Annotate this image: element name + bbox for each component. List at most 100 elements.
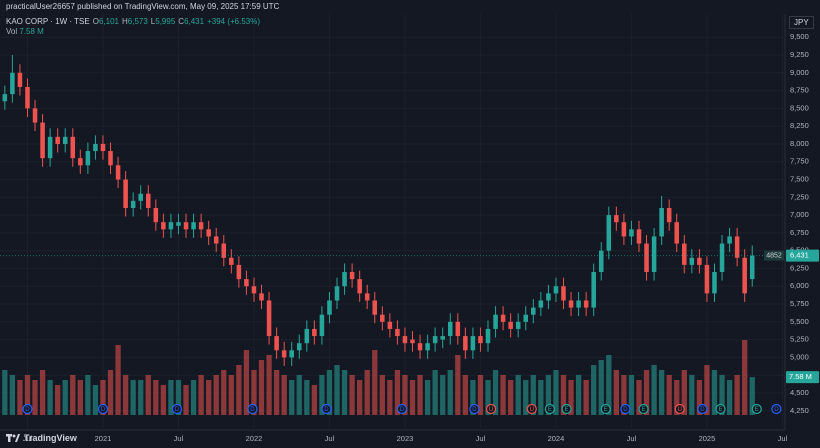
candle-body bbox=[380, 314, 385, 322]
candle-body bbox=[153, 207, 159, 223]
ohlc-value: 6,573 bbox=[127, 17, 148, 26]
volume-bar bbox=[643, 370, 650, 415]
volume-bar bbox=[168, 380, 174, 415]
event-marker[interactable] bbox=[638, 403, 649, 415]
candle-body bbox=[568, 300, 574, 308]
volume-bar bbox=[749, 377, 755, 415]
candle-body bbox=[244, 279, 249, 287]
ohlc-item: L5,995 bbox=[151, 17, 175, 26]
candle-body bbox=[327, 300, 332, 315]
y-tick-label: 9,500 bbox=[790, 32, 809, 41]
volume-bar bbox=[32, 380, 38, 415]
y-tick-label: 6,250 bbox=[790, 263, 809, 272]
candle-body bbox=[161, 222, 166, 230]
y-tick-label: 7,750 bbox=[790, 157, 809, 166]
x-tick-label: 2024 bbox=[548, 434, 565, 443]
volume-bar bbox=[379, 375, 385, 415]
candle-body bbox=[364, 293, 370, 301]
event-marker[interactable] bbox=[600, 403, 611, 415]
candle-body bbox=[289, 350, 294, 358]
y-tick-label: 6,000 bbox=[790, 281, 809, 290]
volume-bar bbox=[206, 380, 212, 415]
candle-body bbox=[606, 215, 612, 251]
x-tick-label: Jul bbox=[174, 434, 184, 443]
volume-bar bbox=[591, 365, 597, 415]
volume-bar bbox=[545, 375, 552, 415]
volume-bar bbox=[726, 380, 733, 415]
candle-body bbox=[130, 200, 136, 208]
event-marker[interactable] bbox=[485, 403, 497, 415]
candle-body bbox=[470, 336, 476, 351]
volume-bar bbox=[17, 380, 23, 415]
event-marker[interactable] bbox=[715, 403, 726, 415]
candle-body bbox=[538, 300, 544, 308]
event-marker[interactable] bbox=[469, 403, 480, 415]
volume-bar bbox=[357, 380, 363, 415]
x-tick-label: Jul bbox=[476, 434, 486, 443]
currency[interactable]: JPY bbox=[789, 16, 814, 29]
x-tick-label: Jul bbox=[325, 434, 335, 443]
candle-body bbox=[410, 339, 415, 344]
x-tick-label: Jul bbox=[23, 434, 33, 443]
candle-body bbox=[697, 257, 702, 265]
volume-bar bbox=[560, 375, 567, 415]
candle-body bbox=[229, 257, 234, 265]
candle-body bbox=[108, 151, 113, 166]
event-marker[interactable] bbox=[771, 403, 782, 415]
brand: TradingView bbox=[24, 433, 77, 443]
candle-body bbox=[500, 314, 506, 322]
price-tag: 6,431 bbox=[790, 251, 809, 260]
volume-bar bbox=[77, 380, 83, 415]
volume-bar bbox=[24, 375, 31, 415]
event-marker[interactable] bbox=[247, 403, 258, 415]
candle-body bbox=[689, 257, 695, 265]
candle-body bbox=[447, 321, 453, 337]
candle-body bbox=[296, 343, 302, 351]
candle-body bbox=[266, 300, 272, 337]
candle-body bbox=[704, 264, 710, 294]
volume-bar bbox=[704, 365, 710, 415]
event-marker[interactable] bbox=[321, 403, 332, 415]
candle-body bbox=[493, 314, 498, 329]
y-tick-label: 8,750 bbox=[790, 86, 809, 95]
candle-body bbox=[349, 272, 355, 280]
event-marker[interactable] bbox=[561, 403, 572, 415]
candle-body bbox=[304, 328, 310, 344]
volume-bar bbox=[243, 350, 250, 415]
event-marker[interactable] bbox=[171, 403, 183, 415]
volume-bar bbox=[455, 355, 461, 415]
ohlc-label: O bbox=[92, 17, 99, 26]
event-marker[interactable] bbox=[751, 403, 762, 415]
volume-bar bbox=[485, 380, 491, 415]
volume-bar bbox=[62, 380, 68, 415]
volume-bar bbox=[417, 375, 423, 415]
candle-body bbox=[213, 236, 219, 244]
event-marker[interactable] bbox=[22, 403, 33, 415]
candle-body bbox=[666, 207, 672, 223]
y-tick-label: 5,750 bbox=[790, 299, 809, 308]
volume-bar bbox=[387, 380, 393, 415]
volume-tag-box bbox=[786, 371, 819, 384]
volume-bar bbox=[734, 375, 740, 415]
volume-bar bbox=[138, 380, 144, 415]
volume-bar bbox=[221, 370, 227, 415]
candle-body bbox=[440, 336, 445, 340]
event-marker[interactable] bbox=[620, 403, 631, 415]
volume-bar bbox=[281, 375, 287, 415]
volume-bar bbox=[228, 375, 234, 415]
candle-body bbox=[553, 286, 559, 294]
candle-body bbox=[78, 158, 83, 166]
event-marker[interactable] bbox=[697, 403, 708, 415]
event-marker[interactable] bbox=[97, 403, 109, 415]
volume-bar bbox=[70, 375, 76, 415]
event-marker[interactable] bbox=[674, 403, 685, 415]
volume-legend: Vol 7.58 M bbox=[6, 27, 44, 36]
event-marker[interactable] bbox=[526, 403, 537, 415]
y-tick-label: 8,500 bbox=[790, 103, 809, 112]
event-marker[interactable] bbox=[396, 403, 408, 415]
event-marker[interactable] bbox=[544, 403, 556, 415]
volume-bar bbox=[674, 380, 680, 415]
volume-bar bbox=[130, 380, 136, 415]
candle-body bbox=[32, 108, 38, 123]
candle-body bbox=[546, 293, 551, 301]
